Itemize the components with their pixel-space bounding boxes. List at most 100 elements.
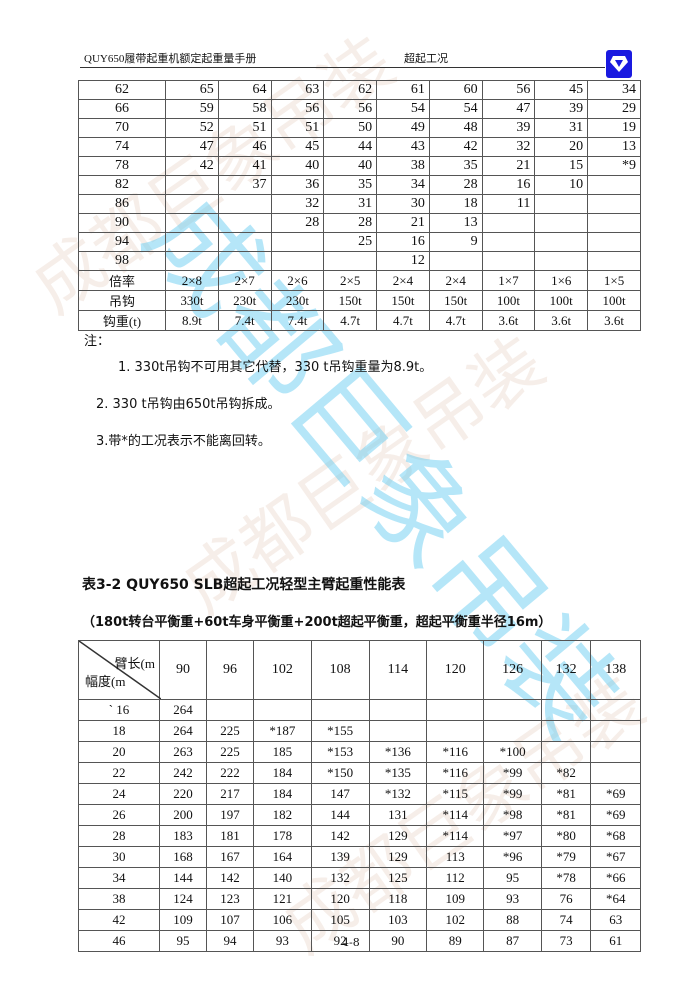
table-row: 38 124 123 121 120 118 109 93 76 *64: [78, 888, 641, 910]
table-row: 30 168 167 164 139 129 113 *96 *79 *67: [78, 846, 641, 868]
table-cell: *64: [590, 888, 641, 910]
table-cell: 142: [206, 867, 255, 889]
table-cell: [165, 175, 219, 195]
table-cell: 87: [483, 930, 542, 952]
table-cell: 52: [165, 118, 219, 138]
table-cell: [165, 194, 219, 214]
table-cell: 125: [368, 867, 428, 889]
table-row: 28 183 181 178 142 129 *114 *97 *80 *68: [78, 825, 641, 847]
table-cell: 63: [270, 80, 325, 100]
table-cell: 95: [158, 930, 208, 952]
row-label-cell: 18: [78, 720, 160, 742]
table-row: 86 32 31 30 18 11: [78, 194, 641, 214]
table-cell: 13: [587, 137, 641, 157]
table-cell: 183: [158, 825, 208, 847]
table-cell: [587, 194, 641, 214]
table-cell: 184: [253, 783, 312, 805]
row-label-cell: 78: [78, 156, 166, 176]
table-cell: *187: [253, 720, 312, 742]
table-cell: 34: [376, 175, 430, 195]
table-row: 20 263 225 185 *153 *136 *116 *100: [78, 741, 641, 763]
table-cell: 21: [376, 213, 430, 233]
brand-logo: [606, 50, 632, 78]
table-cell: [217, 251, 272, 271]
table-cell: 90: [368, 930, 428, 952]
table-cell: 142: [310, 825, 370, 847]
table-cell: 89: [426, 930, 485, 952]
table-cell: 93: [483, 888, 542, 910]
table-cell: [368, 720, 428, 742]
table-cell: 73: [540, 930, 592, 952]
table-cell: 28: [323, 213, 378, 233]
table-cell: *97: [483, 825, 542, 847]
table-cell: 64: [217, 80, 272, 100]
table-cell: 124: [158, 888, 208, 910]
table-cell: 100t: [534, 290, 589, 311]
table-cell: 1×5: [587, 270, 641, 291]
table-cell: 45: [534, 80, 589, 100]
table-cell: *69: [590, 804, 641, 826]
boom-length-label: 臂长(m: [114, 656, 155, 671]
table-cell: 51: [270, 118, 325, 138]
table-cell: *98: [483, 804, 542, 826]
table-cell: 34: [587, 80, 641, 100]
table-cell: 43: [376, 137, 430, 157]
table-cell: 18: [428, 194, 483, 214]
row-label-cell: 42: [78, 909, 160, 931]
table-cell: [481, 251, 536, 271]
table-cell: [165, 213, 219, 233]
table-cell: 150t: [376, 290, 430, 311]
table-cell: 225: [206, 720, 255, 742]
table-cell: 113: [426, 846, 485, 868]
table-cell: 31: [534, 118, 589, 138]
row-label-cell: 28: [78, 825, 160, 847]
row-label-cell: 吊钩: [78, 290, 166, 311]
table-cell: 140: [253, 867, 312, 889]
header-divider: [80, 67, 605, 68]
table-cell: 65: [165, 80, 219, 100]
table-cell: 35: [323, 175, 378, 195]
table-cell: 1×7: [481, 270, 536, 291]
table-row: 94 25 16 9: [78, 232, 641, 252]
table-cell: 58: [217, 99, 272, 119]
table-row: 70 52 51 51 50 49 48 39 31 19: [78, 118, 641, 138]
table-cell: [217, 232, 272, 252]
table-cell: [270, 232, 325, 252]
table-cell: *67: [590, 846, 641, 868]
row-label-cell: 74: [78, 137, 166, 157]
table-cell: 185: [253, 741, 312, 763]
table-cell: *114: [426, 825, 485, 847]
table-cell: *115: [426, 783, 485, 805]
table-cell: 56: [481, 80, 536, 100]
table-cell: 330t: [165, 290, 219, 311]
table-cell: 21: [481, 156, 536, 176]
table-cell: 51: [217, 118, 272, 138]
table-cell: *80: [540, 825, 592, 847]
table-cell: 132: [310, 867, 370, 889]
table-cell: 13: [428, 213, 483, 233]
table-cell: 42: [165, 156, 219, 176]
table-cell: 144: [158, 867, 208, 889]
row-label-cell: ` 16: [78, 699, 160, 721]
table-cell: *81: [540, 783, 592, 805]
column-header: 108: [310, 640, 370, 700]
table-cell: *9: [587, 156, 641, 176]
page-number: 4-8: [342, 936, 360, 949]
table-cell: 74: [540, 909, 592, 931]
table-cell: 168: [158, 846, 208, 868]
table-cell: 8.9t: [165, 310, 219, 331]
table-cell: 150t: [428, 290, 483, 311]
table-cell: [540, 720, 592, 742]
table-cell: [483, 699, 542, 721]
row-label-cell: 22: [78, 762, 160, 784]
table-cell: *99: [483, 762, 542, 784]
table-cell: 105: [310, 909, 370, 931]
header-title: QUY650履带起重机额定起重量手册: [84, 53, 257, 65]
table-cell: 60: [428, 80, 483, 100]
table-cell: 264: [158, 699, 208, 721]
table-cell: 93: [253, 930, 312, 952]
table-cell: 167: [206, 846, 255, 868]
table-cell: 46: [217, 137, 272, 157]
table-row: 90 28 28 21 13: [78, 213, 641, 233]
table-cell: *82: [540, 762, 592, 784]
